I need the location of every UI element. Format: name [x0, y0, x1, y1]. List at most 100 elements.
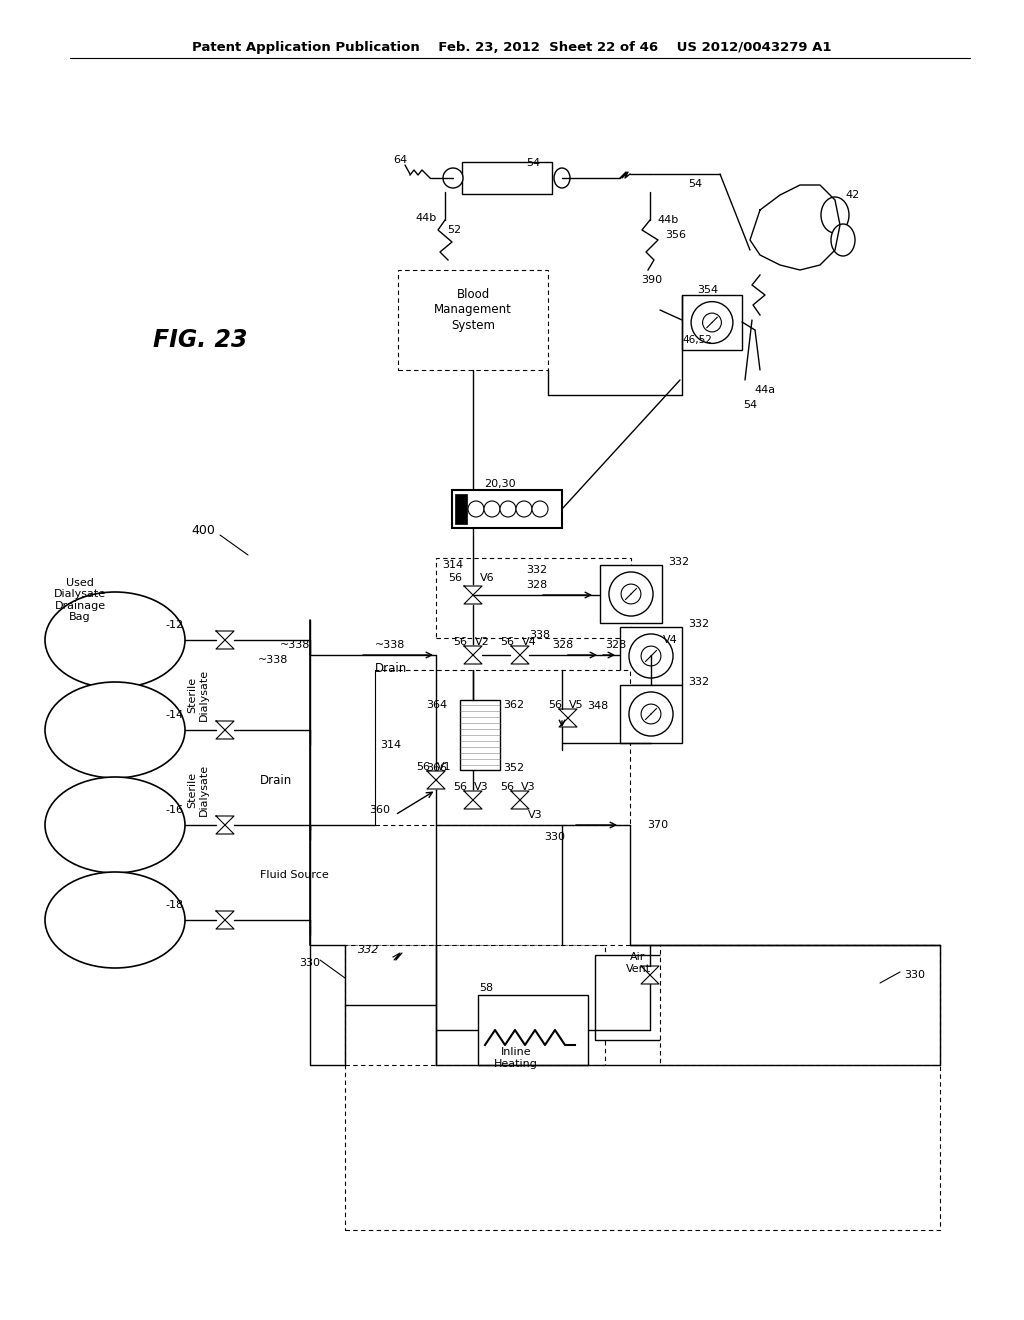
Text: 330: 330 — [299, 958, 321, 968]
Polygon shape — [216, 721, 234, 739]
Text: 332: 332 — [688, 619, 710, 630]
Text: V4: V4 — [521, 638, 537, 647]
Polygon shape — [216, 631, 234, 649]
Text: 46,52: 46,52 — [682, 335, 712, 345]
Text: 314: 314 — [380, 741, 401, 750]
Polygon shape — [511, 645, 529, 664]
Text: Patent Application Publication    Feb. 23, 2012  Sheet 22 of 46    US 2012/00432: Patent Application Publication Feb. 23, … — [193, 41, 831, 54]
Text: 332: 332 — [688, 677, 710, 686]
Text: 44b: 44b — [416, 213, 437, 223]
Text: ~338: ~338 — [280, 640, 310, 649]
Text: Air
Vent: Air Vent — [626, 952, 650, 974]
Ellipse shape — [821, 197, 849, 234]
Text: 56: 56 — [500, 638, 514, 647]
Circle shape — [609, 572, 653, 616]
Text: 332: 332 — [526, 565, 548, 576]
Polygon shape — [464, 586, 482, 605]
Circle shape — [516, 502, 532, 517]
Text: -16: -16 — [165, 805, 183, 814]
Bar — [487, 168, 525, 190]
Text: 328: 328 — [552, 640, 573, 649]
Bar — [375, 671, 630, 825]
Circle shape — [629, 692, 673, 737]
Text: Sterile
Dialysate: Sterile Dialysate — [187, 669, 209, 721]
Text: 54: 54 — [688, 180, 702, 189]
Text: V5: V5 — [568, 700, 584, 710]
Text: ~338: ~338 — [375, 640, 406, 649]
Ellipse shape — [443, 168, 463, 187]
Text: 362: 362 — [503, 700, 524, 710]
Circle shape — [532, 502, 548, 517]
Text: 332: 332 — [668, 557, 689, 568]
Text: 352: 352 — [503, 763, 524, 774]
Ellipse shape — [45, 777, 185, 873]
Circle shape — [641, 645, 660, 665]
Text: 54: 54 — [526, 158, 540, 168]
Bar — [660, 945, 940, 1065]
Ellipse shape — [831, 224, 855, 256]
Text: 400: 400 — [191, 524, 215, 536]
Ellipse shape — [45, 591, 185, 688]
Text: Fluid Source: Fluid Source — [260, 870, 329, 880]
Text: Drain: Drain — [260, 774, 292, 787]
Text: -12: -12 — [165, 620, 183, 630]
Text: 314: 314 — [442, 560, 463, 570]
Text: 370: 370 — [647, 820, 669, 830]
Text: 56: 56 — [548, 700, 562, 710]
Polygon shape — [511, 791, 529, 809]
Text: 348: 348 — [588, 701, 608, 711]
Circle shape — [468, 502, 484, 517]
Circle shape — [632, 993, 668, 1028]
Text: V3: V3 — [527, 810, 543, 820]
Text: 56: 56 — [449, 573, 462, 583]
Text: V2: V2 — [475, 638, 489, 647]
Polygon shape — [216, 816, 234, 834]
Text: 330: 330 — [904, 970, 926, 979]
Text: 328: 328 — [526, 579, 548, 590]
Bar — [682, 294, 742, 350]
Polygon shape — [427, 771, 445, 789]
Ellipse shape — [45, 682, 185, 777]
Text: 58: 58 — [479, 983, 494, 993]
Text: 364: 364 — [426, 700, 447, 710]
Text: Drain: Drain — [375, 661, 408, 675]
Text: 52: 52 — [447, 224, 461, 235]
Bar — [595, 954, 705, 1040]
Text: 366: 366 — [426, 763, 447, 774]
Circle shape — [702, 313, 721, 331]
Text: 328: 328 — [605, 640, 627, 649]
Text: 20,30: 20,30 — [484, 479, 516, 488]
Text: Inline
Heating: Inline Heating — [494, 1047, 538, 1069]
Polygon shape — [464, 645, 482, 664]
Text: 56: 56 — [453, 781, 467, 792]
Text: 44a: 44a — [755, 385, 775, 395]
Polygon shape — [216, 911, 234, 929]
Text: V1: V1 — [436, 762, 452, 772]
Circle shape — [484, 502, 500, 517]
Text: 360: 360 — [370, 805, 390, 814]
Text: Used
Dialysate
Drainage
Bag: Used Dialysate Drainage Bag — [54, 578, 106, 623]
Circle shape — [622, 583, 641, 605]
Circle shape — [641, 704, 660, 723]
Bar — [345, 945, 940, 1230]
Text: 54: 54 — [743, 400, 757, 411]
Text: V3: V3 — [474, 781, 488, 792]
Text: 44b: 44b — [657, 215, 679, 224]
Text: Sterile
Dialysate: Sterile Dialysate — [187, 764, 209, 816]
Bar — [478, 995, 588, 1065]
Circle shape — [629, 634, 673, 678]
Text: V4: V4 — [663, 635, 677, 645]
Text: -18: -18 — [165, 900, 183, 909]
Text: ~338: ~338 — [258, 655, 288, 665]
Circle shape — [500, 502, 516, 517]
Bar — [462, 162, 552, 194]
Text: 330: 330 — [545, 832, 565, 842]
Text: 356: 356 — [666, 230, 686, 240]
Text: 56: 56 — [500, 781, 514, 792]
Text: FIG. 23: FIG. 23 — [153, 327, 248, 352]
Bar — [620, 627, 682, 685]
Bar — [460, 700, 500, 770]
Polygon shape — [464, 791, 482, 809]
Bar — [345, 945, 605, 1065]
Bar — [398, 271, 548, 370]
